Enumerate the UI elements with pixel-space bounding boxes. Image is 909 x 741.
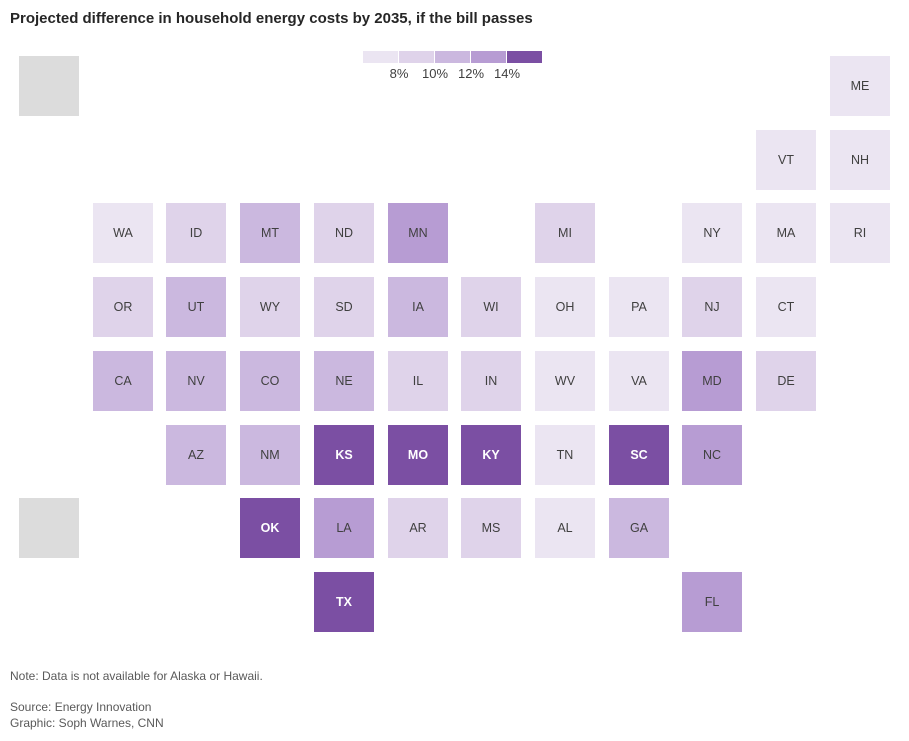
state-tile-in: IN <box>461 351 521 411</box>
graphic-credit: Graphic: Soph Warnes, CNN <box>10 716 164 730</box>
state-tile-mn: MN <box>388 203 448 263</box>
legend-swatch <box>363 51 398 63</box>
state-tile-la: LA <box>314 498 374 558</box>
state-tile-md: MD <box>682 351 742 411</box>
state-tile-mi: MI <box>535 203 595 263</box>
state-tile-ct: CT <box>756 277 816 337</box>
state-tile-al: AL <box>535 498 595 558</box>
state-tile-ok: OK <box>240 498 300 558</box>
state-tile-il: IL <box>388 351 448 411</box>
state-tile-de: DE <box>756 351 816 411</box>
legend-swatch <box>471 51 506 63</box>
state-tile-va: VA <box>609 351 669 411</box>
state-tile-mo: MO <box>388 425 448 485</box>
state-tile-co: CO <box>240 351 300 411</box>
source-text: Source: Energy Innovation <box>10 700 152 714</box>
state-tile-wv: WV <box>535 351 595 411</box>
state-tile-hi-no-data <box>19 498 79 558</box>
state-tile-ri: RI <box>830 203 890 263</box>
state-tile-tn: TN <box>535 425 595 485</box>
state-tile-oh: OH <box>535 277 595 337</box>
state-tile-wy: WY <box>240 277 300 337</box>
state-tile-wa: WA <box>93 203 153 263</box>
legend-tick-label: 8% <box>389 66 409 81</box>
state-tile-id: ID <box>166 203 226 263</box>
state-tile-ny: NY <box>682 203 742 263</box>
state-tile-ma: MA <box>756 203 816 263</box>
state-tile-ia: IA <box>388 277 448 337</box>
state-tile-nm: NM <box>240 425 300 485</box>
state-tile-ca: CA <box>93 351 153 411</box>
state-tile-ga: GA <box>609 498 669 558</box>
tile-grid-map: ME VT NH WA ID MT ND MN MI NY MA RI OR UT WY SD IA WI OH PA… <box>19 56 890 632</box>
state-tile-nv: NV <box>166 351 226 411</box>
state-tile-ky: KY <box>461 425 521 485</box>
state-tile-wi: WI <box>461 277 521 337</box>
state-tile-pa: PA <box>609 277 669 337</box>
state-tile-vt: VT <box>756 130 816 190</box>
state-tile-nd: ND <box>314 203 374 263</box>
legend-tick-label: 14% <box>493 66 521 81</box>
state-tile-ms: MS <box>461 498 521 558</box>
state-tile-nj: NJ <box>682 277 742 337</box>
state-tile-ks: KS <box>314 425 374 485</box>
state-tile-mt: MT <box>240 203 300 263</box>
state-tile-tx: TX <box>314 572 374 632</box>
state-tile-sd: SD <box>314 277 374 337</box>
chart-title: Projected difference in household energy… <box>10 10 533 27</box>
state-tile-nc: NC <box>682 425 742 485</box>
legend-tick-label: 12% <box>457 66 485 81</box>
state-tile-ar: AR <box>388 498 448 558</box>
legend-swatch <box>399 51 434 63</box>
legend-swatch <box>435 51 470 63</box>
state-tile-ut: UT <box>166 277 226 337</box>
note-text: Note: Data is not available for Alaska o… <box>10 669 263 683</box>
state-tile-sc: SC <box>609 425 669 485</box>
state-tile-nh: NH <box>830 130 890 190</box>
state-tile-az: AZ <box>166 425 226 485</box>
state-tile-ak-no-data <box>19 56 79 116</box>
legend-tick-label: 10% <box>421 66 449 81</box>
state-tile-fl: FL <box>682 572 742 632</box>
color-legend: 8% 10% 12% 14% <box>363 51 543 87</box>
legend-swatch <box>507 51 542 63</box>
state-tile-or: OR <box>93 277 153 337</box>
state-tile-me: ME <box>830 56 890 116</box>
state-tile-ne: NE <box>314 351 374 411</box>
